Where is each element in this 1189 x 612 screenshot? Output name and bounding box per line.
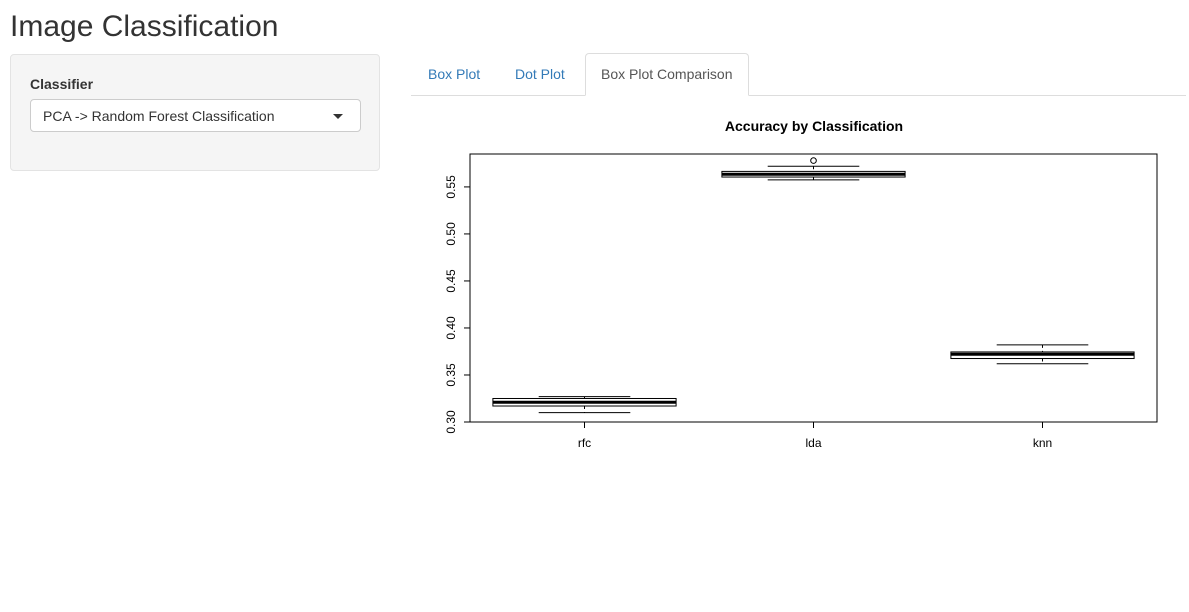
x-tick-label: lda: [805, 436, 821, 450]
box-rfc: [492, 396, 677, 414]
y-tick-label: 0.40: [444, 316, 458, 340]
x-tick-label: rfc: [578, 436, 591, 450]
chart-title: Accuracy by Classification: [725, 118, 903, 134]
y-tick-label: 0.35: [444, 363, 458, 387]
tab-box-plot[interactable]: Box Plot: [428, 66, 481, 82]
classifier-label: Classifier: [30, 76, 94, 92]
box-lda: [721, 157, 906, 181]
y-tick-label: 0.45: [444, 269, 458, 293]
tab-dot-plot[interactable]: Dot Plot: [515, 66, 565, 82]
y-tick-label: 0.50: [444, 222, 458, 246]
x-tick-label: knn: [1033, 436, 1052, 450]
y-tick-label: 0.30: [444, 410, 458, 434]
classifier-select[interactable]: PCA -> Random Forest Classification: [30, 99, 361, 132]
plot-output: Accuracy by Classification 0.30 0.35 0.40 0…: [411, 105, 1187, 470]
outlier-point: [810, 157, 817, 164]
plot-frame: [469, 153, 1158, 423]
page-title: Image Classification: [10, 10, 279, 43]
classifier-selected-value: PCA -> Random Forest Classification: [43, 108, 275, 124]
box-plot-chart: Accuracy by Classification 0.300.350.400…: [444, 118, 1158, 450]
x-axis: rfc lda knn: [578, 422, 1052, 450]
y-axis: 0.30 0.35 0.40 0.45 0.50 0.55: [444, 175, 470, 434]
sidebar-panel: Classifier PCA -> Random Forest Classifi…: [10, 54, 380, 171]
y-tick-label: 0.55: [444, 175, 458, 199]
tab-bar: Box Plot Dot Plot Box Plot Comparison: [411, 53, 1186, 96]
chevron-down-icon[interactable]: [333, 114, 343, 119]
tab-box-plot-comparison[interactable]: Box Plot Comparison: [585, 53, 749, 96]
boxes-group: [492, 157, 1135, 414]
box-knn: [950, 344, 1135, 365]
